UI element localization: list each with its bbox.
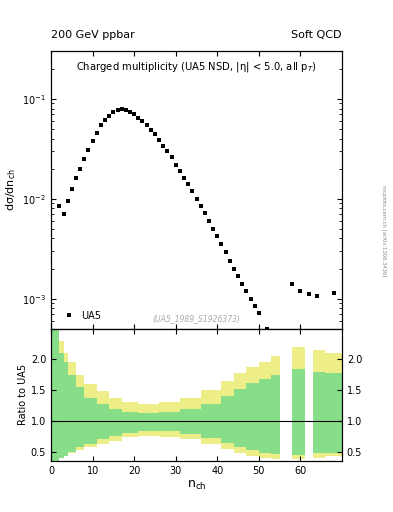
UA5 [223,249,228,255]
UA5 [65,198,70,204]
UA5 [219,241,224,247]
Text: (UA5_1989_S1926373): (UA5_1989_S1926373) [152,314,241,323]
UA5 [70,186,74,192]
Y-axis label: Ratio to UA5: Ratio to UA5 [18,364,28,425]
UA5 [331,289,336,295]
Y-axis label: dσ/dn$_\mathrm{ch}$: dσ/dn$_\mathrm{ch}$ [4,168,18,211]
UA5 [123,107,128,113]
UA5 [281,366,286,372]
Legend: UA5: UA5 [56,308,104,324]
Text: mcplots.cern.ch [arXiv:1306.3436]: mcplots.cern.ch [arXiv:1306.3436] [381,185,386,276]
X-axis label: n$_\mathrm{ch}$: n$_\mathrm{ch}$ [187,478,206,492]
Line: UA5: UA5 [57,106,336,371]
UA5 [119,106,124,112]
Text: 200 GeV ppbar: 200 GeV ppbar [51,30,135,40]
UA5 [161,142,165,148]
Text: Soft QCD: Soft QCD [292,30,342,40]
UA5 [57,203,62,209]
Text: Charged multiplicity (UA5 NSD, |η| < 5.0, all p$_T$): Charged multiplicity (UA5 NSD, |η| < 5.0… [76,59,317,74]
